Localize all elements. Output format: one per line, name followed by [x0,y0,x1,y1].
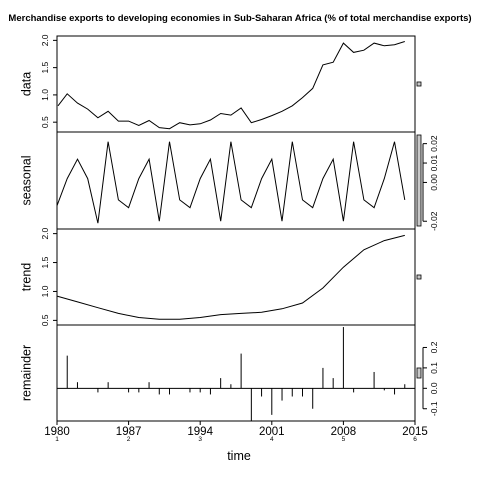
panel-frame [56,324,416,422]
y-tick-label: -0.02 [429,211,439,231]
data-series-line [57,41,405,130]
y-tick-label: 1.5 [40,256,50,268]
seasonal-panel-label: seasonal [19,155,33,205]
seasonal-series-line [56,141,406,224]
x-tick-sublabel: 1 [55,436,59,443]
seasonal-y-axis: -0.02 0.00 0.01 0.02 [422,135,439,231]
panel-frame [56,228,416,326]
x-tick-label: 2001 [259,426,285,438]
x-tick-label: 1987 [116,426,142,438]
seasonal-range-bar [416,134,422,227]
trend-range-bar [416,274,422,280]
y-tick-label: 0.5 [40,116,50,128]
panel-data: 0.5 1.0 1.5 2.0 data [19,34,422,133]
x-tick-label: 2015 [402,426,428,438]
y-tick-label: 2.0 [40,227,50,239]
data-panel-label: data [19,72,33,96]
y-tick-label: 0.1 [429,362,439,374]
chart-title: Merchandise exports to developing econom… [8,13,471,24]
trend-panel-label: trend [19,263,33,292]
y-tick-label: 2.0 [40,34,50,46]
y-tick-label: -0.1 [429,401,439,416]
y-tick-label: 1.0 [40,285,50,297]
y-tick-label: 0.0 [429,382,439,394]
panel-remainder: -0.1 0.0 0.1 0.2 remainder [19,324,439,422]
panel-frame [56,131,416,230]
trend-series-line [56,234,405,320]
x-tick-sublabel: 4 [270,436,274,443]
y-tick-label: 0.00 [429,174,439,191]
x-tick-sublabel: 5 [342,436,346,443]
y-tick-label: 0.2 [429,341,439,353]
x-axis-label: time [227,449,251,463]
panel-trend: 0.5 1.0 1.5 2.0 trend [19,227,422,326]
y-tick-label: 0.5 [40,314,50,326]
x-tick-sublabel: 3 [198,436,202,443]
y-tick-label: 0.02 [429,135,439,152]
y-tick-label: 1.0 [40,89,50,101]
x-tick-label: 2008 [331,426,357,438]
remainder-panel-label: remainder [19,345,33,401]
data-range-bar [416,81,422,87]
panel-seasonal: -0.02 0.00 0.01 0.02 seasonal [19,131,439,231]
y-tick-label: 0.01 [429,154,439,171]
x-tick-sublabel: 2 [127,436,131,443]
x-tick-label: 1994 [187,426,213,438]
y-tick-label: 1.5 [40,61,50,73]
remainder-range-bar [416,367,422,379]
trend-y-axis: 0.5 1.0 1.5 2.0 [40,227,58,326]
x-tick-sublabel: 6 [413,436,417,443]
data-y-axis: 0.5 1.0 1.5 2.0 [40,34,58,128]
panels: 0.5 1.0 1.5 2.0 data -0.02 0.00 0.01 0.02 seasona… [19,34,439,422]
x-tick-label: 1980 [44,426,70,438]
remainder-y-axis: -0.1 0.0 0.1 0.2 [422,341,439,416]
